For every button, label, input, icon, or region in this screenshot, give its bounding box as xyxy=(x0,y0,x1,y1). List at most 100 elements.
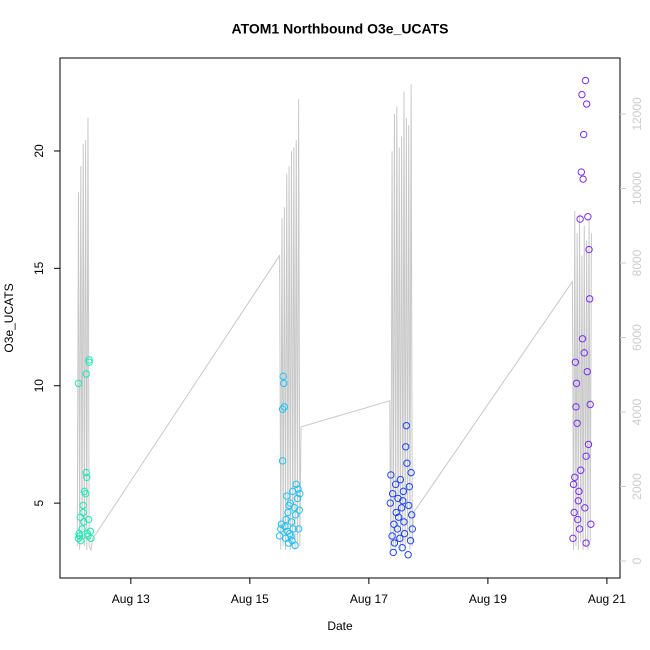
data-point xyxy=(280,379,288,388)
chart-title: ATOM1 Northbound O3e_UCATS xyxy=(232,21,449,37)
data-point xyxy=(570,508,578,517)
data-point xyxy=(294,525,303,533)
data-point xyxy=(82,468,90,477)
x-tick-label: Aug 15 xyxy=(231,592,269,606)
data-point xyxy=(293,494,302,503)
data-point xyxy=(584,212,592,221)
data-point xyxy=(571,358,580,366)
data-point xyxy=(402,421,411,430)
data-point xyxy=(398,544,406,552)
data-point xyxy=(583,367,591,376)
x-axis-label: Date xyxy=(327,619,353,633)
data-point xyxy=(83,529,92,538)
data-point xyxy=(408,511,416,519)
data-point xyxy=(581,504,589,512)
data-point xyxy=(79,508,87,517)
data-point xyxy=(396,475,405,484)
y-axis-label: O3e_UCATS xyxy=(2,283,16,352)
data-point xyxy=(84,515,93,524)
data-point xyxy=(578,90,586,99)
data-point xyxy=(572,379,581,388)
data-point xyxy=(403,459,411,467)
data-point xyxy=(391,480,400,489)
data-point xyxy=(585,245,593,254)
data-point xyxy=(386,499,394,507)
data-point xyxy=(402,443,410,451)
data-point xyxy=(280,403,289,411)
data-point xyxy=(294,485,302,493)
data-point xyxy=(400,518,408,526)
data-point xyxy=(575,487,583,496)
data-point xyxy=(292,480,300,489)
data-point xyxy=(390,520,398,528)
data-point xyxy=(408,525,417,533)
data-point xyxy=(392,508,400,517)
data-point xyxy=(83,473,91,481)
data-point xyxy=(573,419,581,427)
data-point xyxy=(394,494,402,503)
data-point xyxy=(394,513,403,521)
x-tick-label: Aug 21 xyxy=(588,592,626,606)
y2-tick-label: 4000 xyxy=(630,398,644,425)
data-point xyxy=(405,501,413,510)
data-point xyxy=(406,536,415,545)
data-point xyxy=(577,168,586,176)
data-point xyxy=(578,335,587,343)
plot-frame xyxy=(59,57,621,579)
data-point xyxy=(283,492,291,500)
data-point xyxy=(577,466,585,474)
data-point xyxy=(407,468,415,477)
data-point xyxy=(74,379,83,388)
data-point xyxy=(79,501,87,510)
data-point xyxy=(85,356,93,364)
data-point xyxy=(80,518,88,526)
data-point xyxy=(574,515,582,524)
data-point xyxy=(75,532,84,540)
data-point xyxy=(397,504,406,512)
data-point xyxy=(405,482,414,491)
data-point xyxy=(574,497,583,505)
data-point xyxy=(388,490,397,498)
data-point xyxy=(579,175,587,183)
data-point xyxy=(77,536,85,545)
y2-tick-label: 10000 xyxy=(630,171,644,205)
data-point xyxy=(390,539,399,547)
data-point xyxy=(571,473,579,481)
data-point xyxy=(404,551,412,559)
data-point xyxy=(584,440,593,449)
y2-tick-label: 6000 xyxy=(630,324,644,351)
data-point xyxy=(582,539,590,547)
y-tick-label: 10 xyxy=(32,379,46,393)
data-point xyxy=(78,525,86,533)
data-point xyxy=(291,511,300,519)
x-tick-label: Aug 17 xyxy=(350,592,388,606)
data-point xyxy=(586,400,594,409)
data-point xyxy=(569,534,577,543)
data-point xyxy=(580,349,588,357)
data-point xyxy=(576,215,584,223)
data-point xyxy=(587,520,595,528)
data-point xyxy=(396,534,404,543)
data-point xyxy=(387,471,395,479)
data-point xyxy=(290,504,299,512)
data-point xyxy=(277,525,285,533)
data-point xyxy=(295,506,303,514)
data-point xyxy=(286,499,295,507)
x-tick-label: Aug 13 xyxy=(112,592,150,606)
y-tick-label: 20 xyxy=(32,144,46,158)
altitude-line xyxy=(76,84,592,552)
y2-tick-label: 2000 xyxy=(630,473,644,500)
data-point xyxy=(388,532,396,540)
y-tick-label: 5 xyxy=(32,499,46,506)
data-point xyxy=(284,508,292,517)
data-point xyxy=(296,490,304,498)
data-point xyxy=(393,525,402,533)
data-point xyxy=(87,534,95,543)
data-point xyxy=(399,497,407,505)
data-point xyxy=(579,130,588,139)
data-point xyxy=(581,76,590,85)
data-point xyxy=(582,100,591,108)
data-point xyxy=(287,532,295,540)
data-point xyxy=(85,358,93,366)
data-point xyxy=(569,480,578,489)
